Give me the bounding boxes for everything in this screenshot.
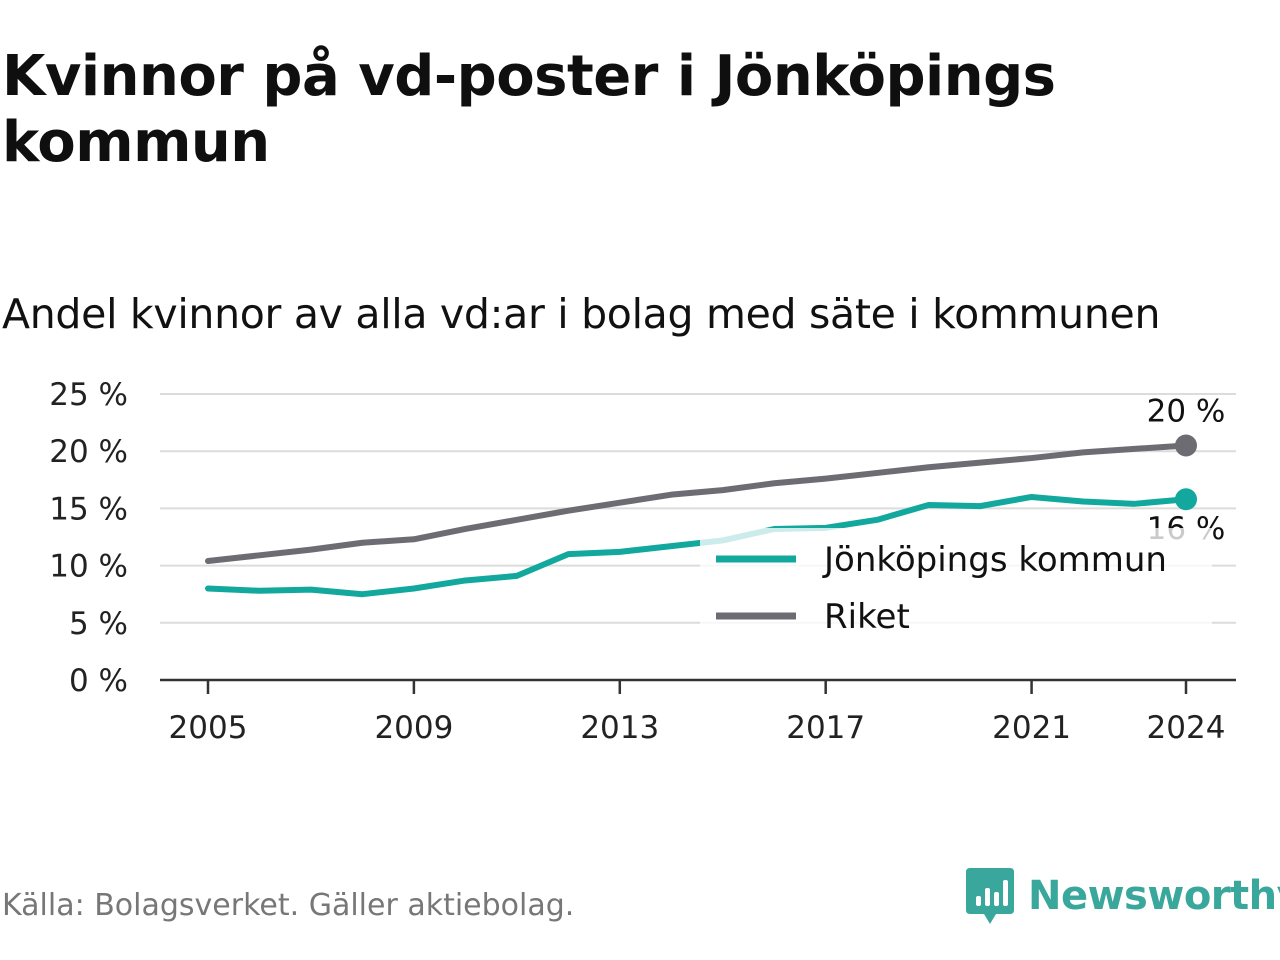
series-end-label-1: 20 % [1147, 393, 1226, 429]
legend: Jönköpings kommun Riket [700, 528, 1212, 646]
x-tick-label: 2021 [992, 710, 1071, 746]
brand-name: Newsworthy [1028, 873, 1280, 919]
chart-title: Kvinnor på vd-poster i Jönköpings kommun [2, 44, 1056, 175]
series-line-1 [205, 442, 1189, 565]
series-end-marker-0 [1175, 488, 1197, 511]
chart-subtitle: Andel kvinnor av alla vd:ar i bolag med … [2, 290, 1161, 338]
source-note: Källa: Bolagsverket. Gäller aktiebolag. [2, 888, 575, 923]
y-tick-label: 5 % [69, 606, 128, 642]
legend-label-0: Jönköpings kommun [822, 540, 1167, 580]
x-tick-label: 2005 [169, 710, 248, 746]
legend-background [700, 528, 1212, 646]
y-tick-label: 0 % [69, 663, 128, 699]
y-tick-label: 25 % [49, 377, 128, 413]
y-tick-label: 10 % [49, 549, 128, 585]
x-tick-label: 2013 [580, 710, 659, 746]
legend-label-1: Riket [824, 597, 910, 637]
series-end-marker-1 [1175, 434, 1197, 457]
y-tick-label: 20 % [49, 434, 128, 470]
series-lines: 16 %20 % [205, 393, 1226, 598]
newsworthy-logo-icon [966, 868, 1014, 924]
x-tick-label: 2009 [374, 710, 453, 746]
x-axis: 2005 2009 2013 2017 2021 2024 [160, 678, 1236, 746]
y-tick-label: 15 % [49, 491, 128, 527]
line-chart: 0 %5 %10 %15 %20 %25 % 2005 2009 2013 2017 2… [49, 377, 1236, 746]
x-tick-label: 2017 [786, 710, 865, 746]
y-axis-ticks: 0 % 5 % 10 % 15 % 20 % 25 % [49, 377, 128, 699]
x-tick-label: 2024 [1147, 710, 1226, 746]
series-line-0 [205, 493, 1189, 598]
brand-logo[interactable]: Newsworthy [964, 864, 1280, 928]
